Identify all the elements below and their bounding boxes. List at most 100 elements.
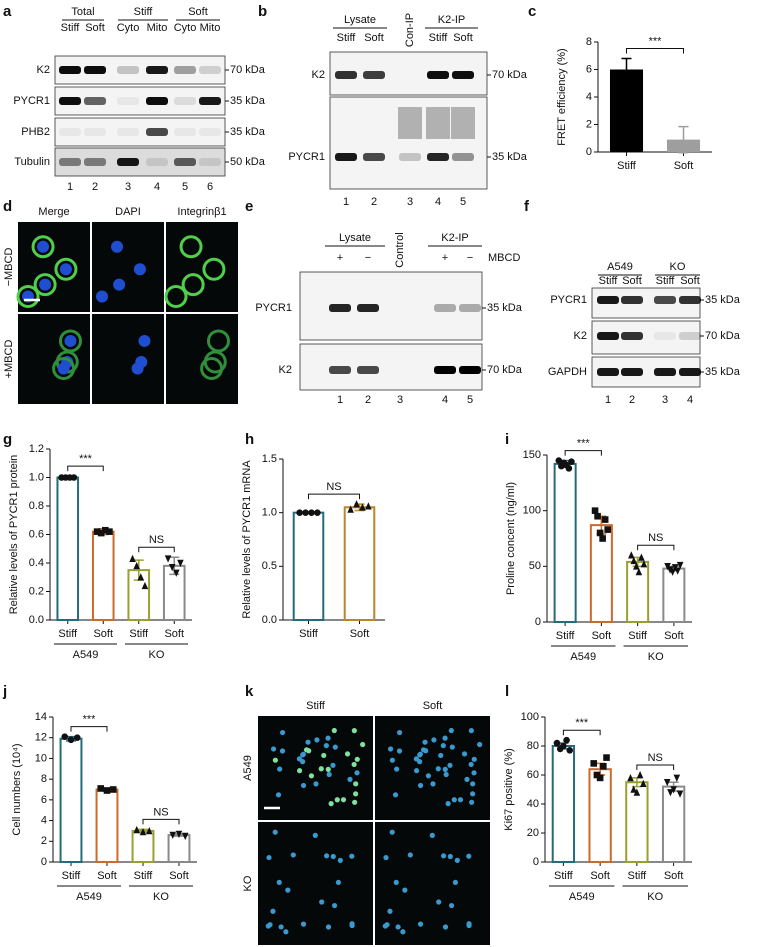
significance-label: *** — [649, 35, 663, 47]
nucleus — [431, 737, 437, 743]
micrograph — [258, 822, 373, 945]
nucleus — [383, 854, 389, 861]
nucleus — [296, 756, 303, 762]
y-tick-label: 0 — [533, 856, 539, 868]
size-marker: 70 kDa — [487, 364, 523, 376]
cell-membrane — [202, 257, 226, 281]
blot-band — [434, 366, 456, 374]
blot-band — [597, 332, 619, 340]
row-label: KO — [242, 875, 254, 891]
y-tick-label: 8 — [586, 36, 592, 48]
nucleus — [275, 792, 282, 798]
data-point — [308, 509, 315, 516]
x-tick-label: Stiff — [58, 628, 78, 640]
nucleus — [413, 768, 420, 774]
lane-header: Lysate — [344, 14, 376, 26]
data-point — [129, 554, 136, 563]
blot-band — [597, 296, 619, 304]
nucleus — [296, 768, 303, 774]
data-point — [173, 569, 180, 577]
data-point — [596, 774, 604, 782]
nucleus — [394, 766, 400, 772]
x-tick-label: Soft — [169, 870, 189, 882]
bar — [662, 567, 686, 623]
nucleus — [454, 857, 460, 863]
nucleus — [59, 263, 72, 276]
blot-band — [335, 71, 357, 79]
row-label: K2 — [279, 364, 292, 376]
significance-bracket — [564, 450, 602, 456]
nucleus — [442, 766, 448, 772]
nucleus — [448, 902, 455, 909]
lane-header: Stiff — [134, 6, 154, 18]
blot-band — [174, 128, 196, 136]
blot-band — [654, 332, 676, 340]
y-tick-label: 60 — [527, 769, 539, 781]
cell-membrane — [33, 273, 57, 297]
data-point — [670, 786, 677, 794]
bar — [609, 69, 644, 152]
bar — [167, 834, 191, 863]
lane-label: Stiff — [61, 22, 81, 34]
row-label: PYCR1 — [13, 95, 50, 107]
row-label: PYCR1 — [255, 302, 292, 314]
blot-band — [363, 153, 385, 161]
nucleus — [400, 929, 406, 935]
lane-header: K2-IP — [438, 14, 466, 26]
y-tick-label: 4 — [41, 814, 47, 826]
data-point — [139, 828, 147, 836]
blot-band — [427, 71, 449, 79]
group-label: A549 — [76, 891, 102, 903]
blot-band — [84, 97, 106, 105]
nucleus — [448, 727, 454, 734]
nucleus — [464, 776, 470, 782]
data-point — [563, 736, 570, 744]
row-label: PHB2 — [21, 126, 50, 138]
row-label: A549 — [242, 755, 254, 781]
nucleus — [469, 799, 475, 805]
data-point — [568, 458, 575, 465]
data-point — [599, 535, 606, 542]
lane-side-label: MBCD — [488, 252, 520, 264]
data-point — [164, 555, 172, 563]
data-point — [133, 561, 140, 570]
nucleus — [64, 334, 77, 347]
cell-membrane — [181, 273, 205, 297]
blot-band — [434, 304, 456, 312]
blot-smear — [426, 107, 450, 139]
panel-label: k — [245, 683, 254, 700]
lane-header: Lysate — [339, 232, 371, 244]
nucleus — [384, 922, 390, 928]
nucleus — [470, 781, 476, 787]
nucleus — [387, 746, 394, 752]
lane-label: + — [337, 252, 343, 264]
data-point — [560, 742, 567, 750]
significance-label: *** — [577, 437, 591, 449]
significance-label: *** — [83, 714, 97, 726]
significance-bracket — [142, 818, 180, 825]
blot-band — [654, 296, 676, 304]
y-axis-label: Proline concent (ng/ml) — [505, 482, 517, 595]
nucleus — [471, 770, 477, 776]
data-point — [365, 502, 372, 510]
nucleus — [312, 832, 318, 838]
data-point — [296, 509, 303, 516]
blot-band — [621, 296, 643, 304]
lane-header: A549 — [607, 261, 633, 273]
y-tick-label: 0.6 — [29, 528, 44, 540]
data-point — [603, 754, 610, 761]
cell-membrane — [54, 257, 78, 281]
nucleus — [314, 737, 320, 743]
data-point — [566, 747, 574, 754]
data-point — [141, 581, 149, 590]
data-point — [177, 559, 184, 567]
panel-label: j — [2, 683, 7, 700]
significance-label: *** — [79, 453, 93, 465]
nucleus — [270, 746, 277, 752]
nucleus — [318, 766, 324, 772]
nucleus — [133, 263, 146, 276]
nucleus — [337, 857, 343, 863]
nucleus — [131, 362, 144, 375]
nucleus — [413, 756, 420, 762]
